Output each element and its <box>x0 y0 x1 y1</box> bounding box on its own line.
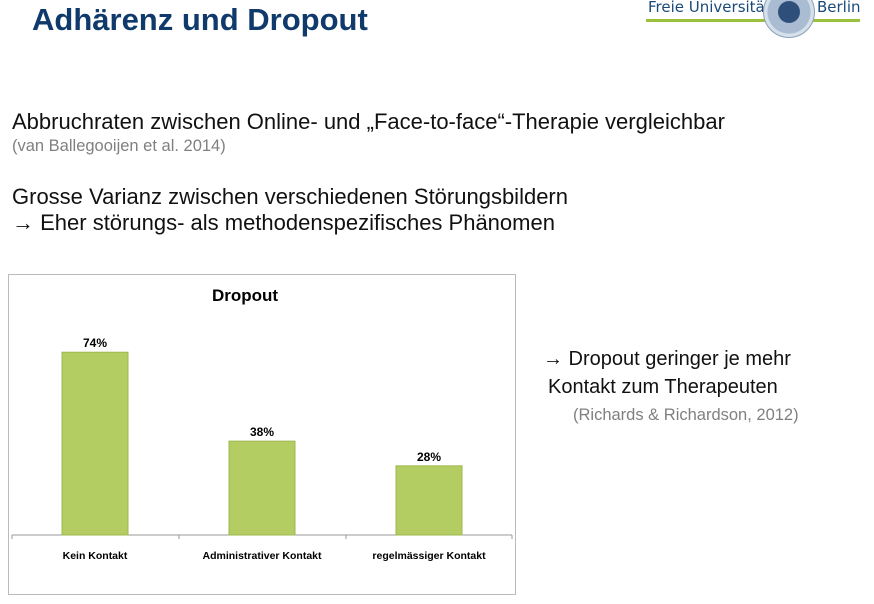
university-logo: Freie Universität Berlin <box>646 0 861 38</box>
bar-0 <box>61 351 129 536</box>
category-label: Administrativer Kontakt <box>202 550 322 562</box>
logo-text-right: Berlin <box>817 0 861 16</box>
data-label: 28% <box>417 450 441 464</box>
category-label: Kein Kontakt <box>63 550 128 562</box>
side-text-1: → Dropout geringer je mehr <box>543 348 791 370</box>
data-label: 74% <box>83 336 107 350</box>
text-line-1: Abbruchraten zwischen Online- und „Face-… <box>12 109 725 134</box>
bar-1 <box>228 440 296 536</box>
text-line-2: Grosse Varianz zwischen verschiedenen St… <box>12 184 568 209</box>
bar-2 <box>395 465 463 536</box>
logo-text-left: Freie Universität <box>648 0 771 16</box>
dropout-chart <box>8 274 516 595</box>
category-label: regelmässiger Kontakt <box>372 550 486 562</box>
data-label: 38% <box>250 425 274 439</box>
slide-title: Adhärenz und Dropout <box>32 2 368 37</box>
logo-underline <box>646 19 860 22</box>
text-line-3: → Eher störungs- als methodenspezifische… <box>12 210 555 235</box>
citation-1: (van Ballegooijen et al. 2014) <box>12 137 226 155</box>
citation-2: (Richards & Richardson, 2012) <box>573 406 799 424</box>
chart-title: Dropout <box>212 286 278 305</box>
side-text-2: Kontakt zum Therapeuten <box>548 376 778 398</box>
